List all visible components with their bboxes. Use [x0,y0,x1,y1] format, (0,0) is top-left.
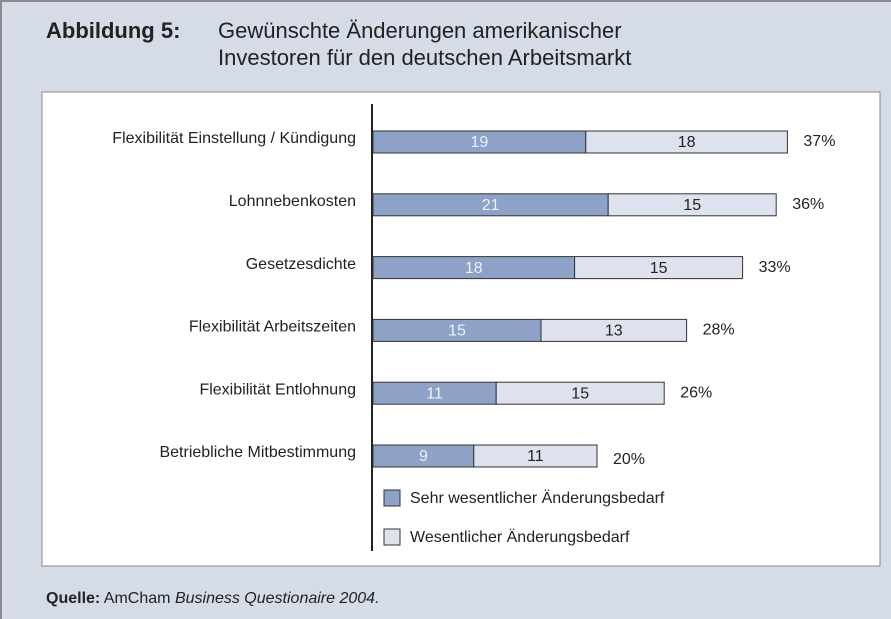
bar-segment [495,381,665,405]
category-label: Flexibilität Arbeitszeiten [189,319,356,336]
bar-value-label: 9 [419,448,428,465]
bar-segment [540,318,688,342]
bar-segment [585,130,788,154]
bar-value-label: 15 [683,197,701,214]
bar-value-label: 15 [571,385,589,402]
bar-segment [607,193,777,217]
bar-value-label: 11 [426,385,443,402]
legend-label: Wesentlicher Änderungsbedarf [410,528,630,546]
bar-value-label: 18 [678,134,696,151]
title-line: Gewünschte Änderungen amerikanischer [218,18,622,43]
bar-value-label: 11 [527,448,544,465]
category-label: Betriebliche Mitbestimmung [159,444,356,461]
bar-segment [473,444,598,468]
category-label: Flexibilität Entlohnung [199,381,356,398]
legend-swatch [383,528,401,546]
title-label: Abbildung 5: [46,18,180,43]
category-label: Flexibilität Einstellung / Kündigung [112,130,356,147]
category-label: Gesetzesdichte [246,256,356,273]
bar-value-label: 21 [482,197,500,214]
total-label: 28% [703,322,735,339]
source-title: Business Questionaire 2004. [175,590,380,607]
bar-value-label: 13 [605,323,623,340]
bar-value-label: 19 [471,134,489,151]
total-label: 37% [803,133,835,150]
legend-swatch [383,489,401,507]
source: Quelle: AmCham Business Questionaire 200… [46,590,380,607]
total-label: 33% [759,259,791,276]
bar-value-label: 15 [650,260,668,277]
total-label: 36% [792,196,824,213]
title-line: Investoren für den deutschen Arbeitsmark… [218,45,631,70]
bar-segment [574,256,744,280]
source-label: Quelle: [46,590,100,607]
source-publisher: AmCham [104,590,171,607]
category-label: Lohnnebenkosten [229,193,356,210]
total-label: 20% [613,451,645,468]
legend-label: Sehr wesentlicher Änderungsbedarf [410,489,665,507]
bar-value-label: 15 [448,323,466,340]
bar-value-label: 18 [465,260,483,277]
total-label: 26% [680,384,712,401]
